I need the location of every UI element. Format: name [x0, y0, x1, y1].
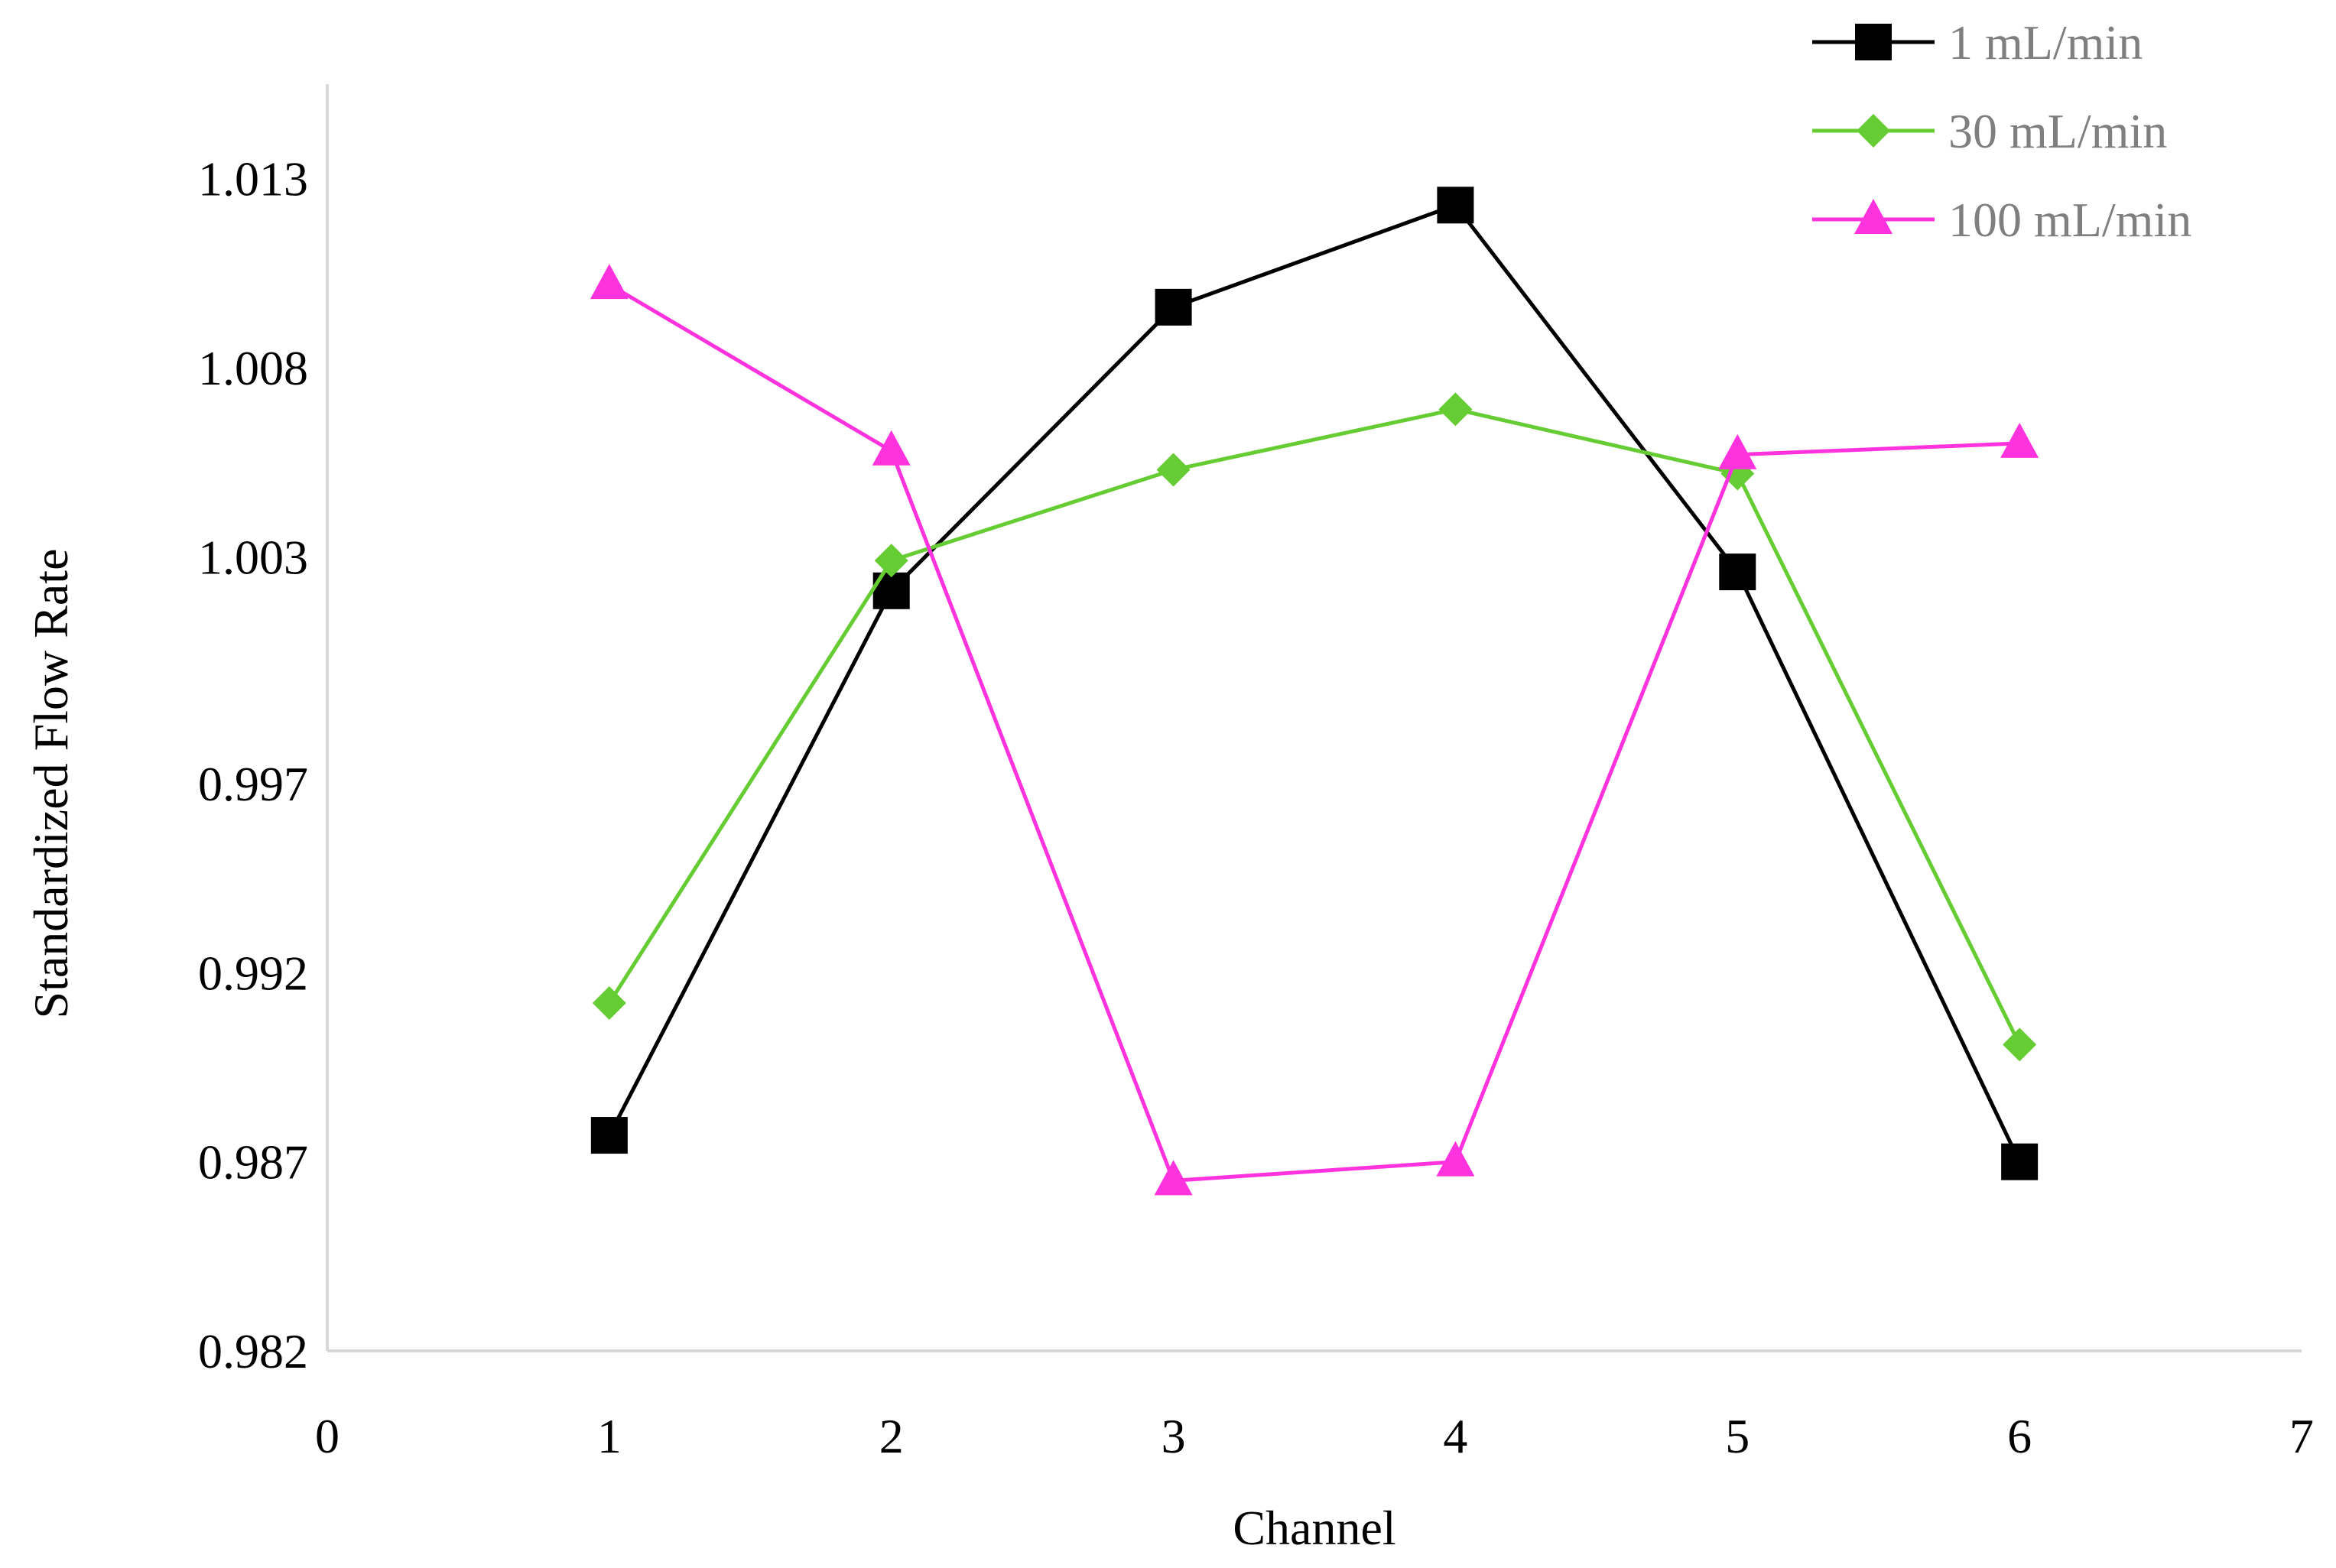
y-tick-label: 1.013 — [198, 152, 308, 206]
legend-entry: 1 mL/min — [1812, 15, 2143, 70]
x-tick-label: 5 — [1725, 1409, 1750, 1463]
x-tick-label: 7 — [2289, 1409, 2314, 1463]
x-tick-label: 0 — [315, 1409, 340, 1463]
data-point-triangle — [872, 430, 911, 466]
data-point-diamond — [1156, 453, 1191, 487]
data-point-triangle — [1154, 1160, 1193, 1196]
data-point-diamond — [2003, 1027, 2037, 1062]
x-tick-label: 6 — [2007, 1409, 2032, 1463]
data-point-diamond — [1857, 114, 1890, 148]
x-tick-label: 2 — [879, 1409, 904, 1463]
data-point-square — [590, 1117, 628, 1154]
series-line — [607, 407, 2022, 1046]
series-square — [590, 187, 2039, 1180]
series-line — [608, 282, 2020, 1183]
x-tick-label: 1 — [597, 1409, 622, 1463]
x-tick-labels: 0 1 2 3 4 5 6 7 — [315, 1409, 2314, 1463]
legend: 1 mL/min 30 mL/min 100 mL/min — [1812, 15, 2191, 247]
y-tick-label: 1.003 — [198, 530, 308, 584]
data-point-triangle — [1436, 1141, 1475, 1177]
series-group — [590, 187, 2039, 1196]
series-triangle — [590, 264, 2039, 1196]
y-tick-label: 0.982 — [198, 1324, 308, 1378]
y-tick-label: 0.992 — [198, 946, 308, 1000]
y-tick-label: 1.008 — [198, 341, 308, 395]
data-point-square — [1437, 187, 1474, 224]
data-point-triangle — [590, 264, 629, 300]
axes — [326, 84, 2302, 1352]
x-tick-label: 3 — [1162, 1409, 1186, 1463]
data-point-diamond — [592, 985, 626, 1020]
legend-entry: 30 mL/min — [1812, 104, 2167, 158]
data-point-diamond — [874, 544, 908, 578]
y-tick-label: 0.997 — [198, 757, 308, 811]
data-point-square — [2001, 1143, 2039, 1180]
data-point-square — [1719, 554, 1756, 591]
legend-entry: 100 mL/min — [1812, 193, 2191, 247]
data-point-square — [1855, 24, 1892, 60]
series-line — [607, 203, 2022, 1163]
data-point-triangle — [1854, 199, 1893, 234]
data-point-triangle — [1718, 433, 1757, 469]
x-tick-label: 4 — [1443, 1409, 1467, 1463]
data-point-triangle — [2000, 422, 2039, 458]
data-point-diamond — [1438, 392, 1473, 427]
legend-label: 100 mL/min — [1948, 193, 2191, 247]
x-axis-title: Channel — [1233, 1501, 1395, 1555]
y-tick-label: 0.987 — [198, 1135, 308, 1190]
data-point-square — [1155, 288, 1192, 326]
y-tick-labels: 0.982 0.987 0.992 0.997 1.003 1.008 1.013 — [198, 152, 308, 1378]
legend-label: 30 mL/min — [1948, 104, 2167, 158]
legend-label: 1 mL/min — [1948, 15, 2143, 70]
y-axis-title: Standardized Flow Rate — [24, 549, 78, 1019]
series-diamond — [592, 392, 2037, 1062]
